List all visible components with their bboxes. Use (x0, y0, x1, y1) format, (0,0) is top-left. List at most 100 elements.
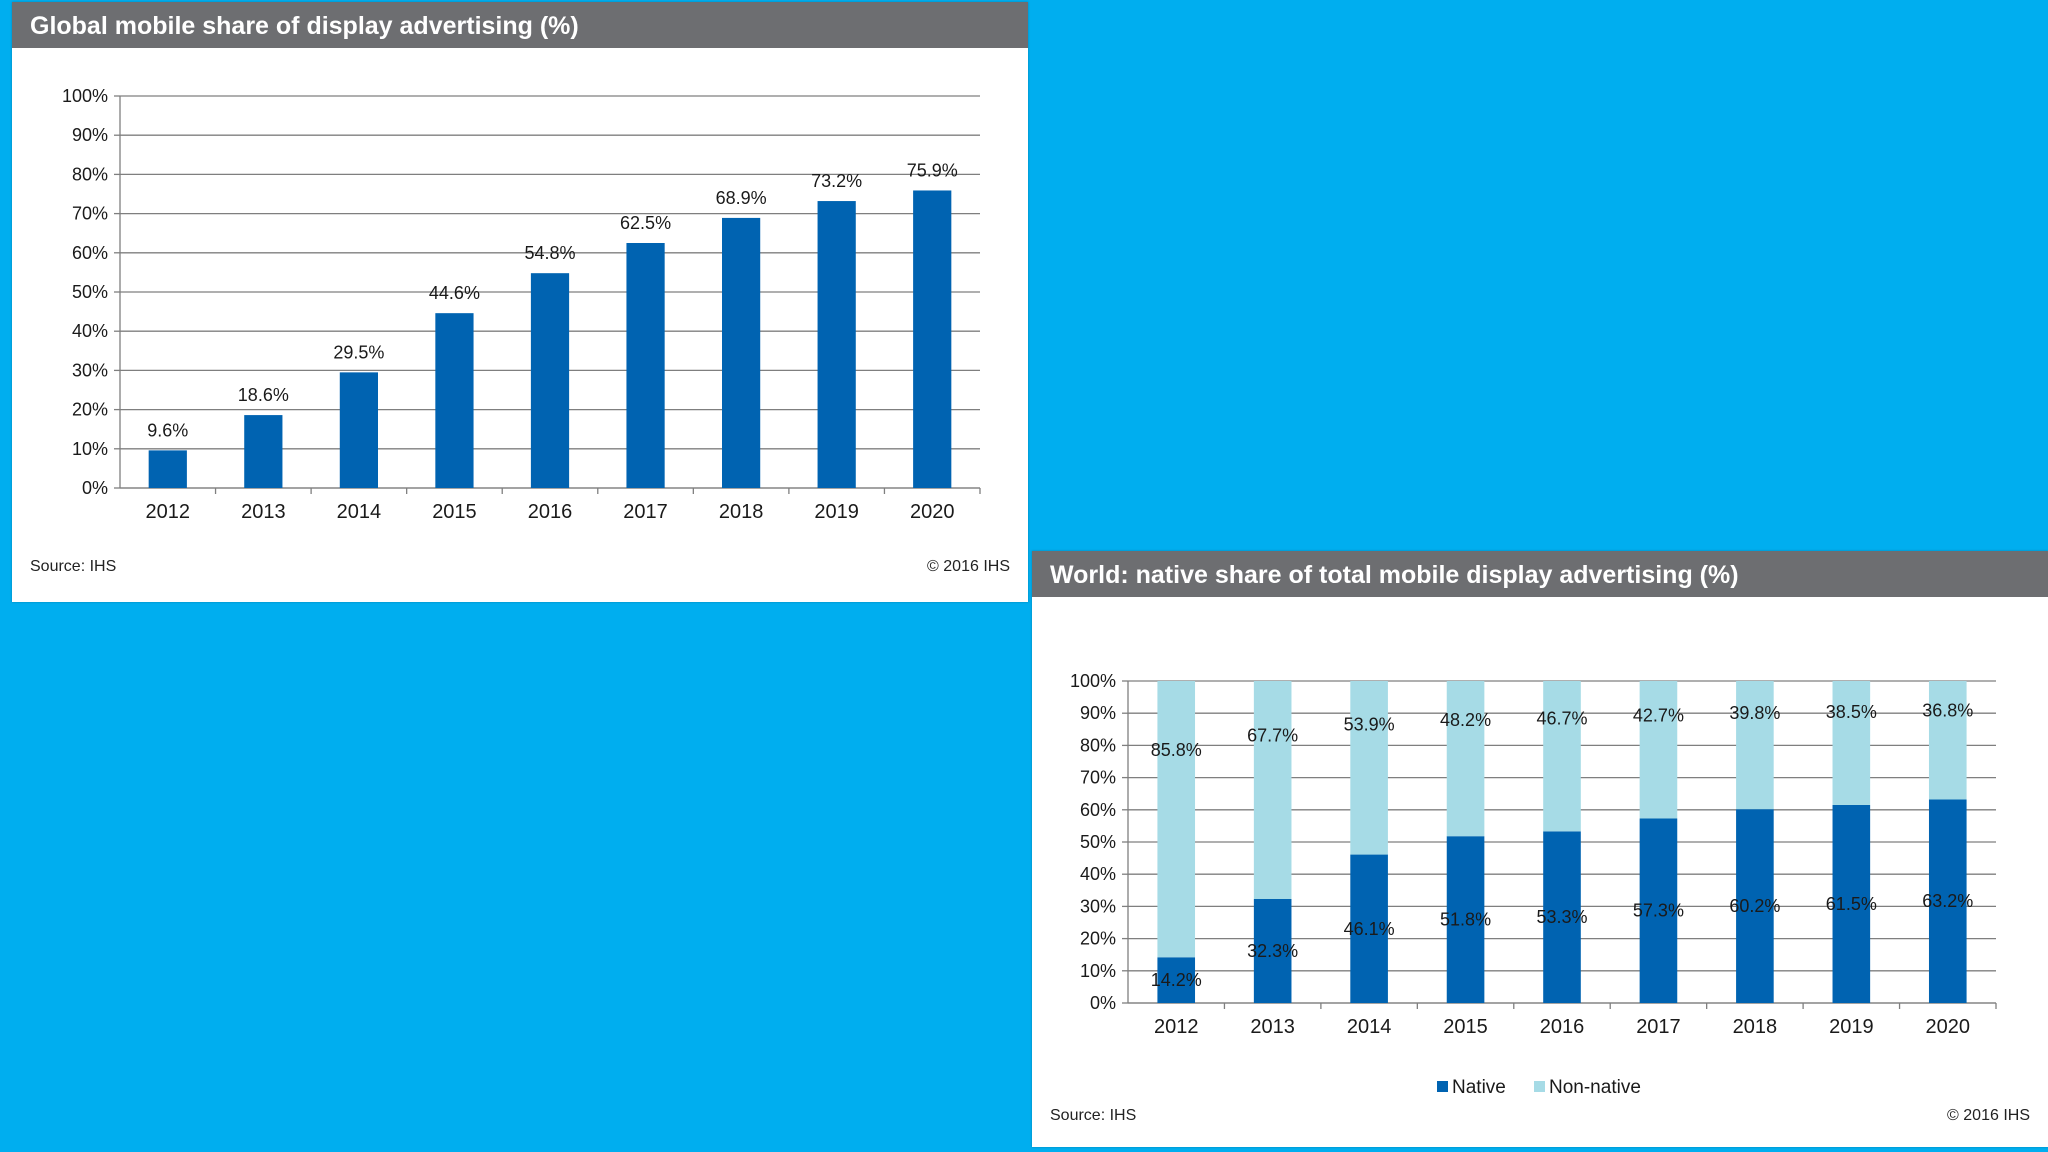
x-tick-label: 2018 (719, 501, 764, 523)
bar-native (1928, 799, 1967, 1003)
chart-panel-mobile-share: Global mobile share of display advertisi… (12, 2, 1028, 602)
data-label-nonnative: 38.5% (1826, 702, 1877, 722)
bar-native (1157, 957, 1196, 1003)
bar (722, 217, 761, 489)
stacked-bar-chart-native-share: 0% 10% 20% 30% 40% 50% 60% 70% 80% 90% 100% 14.2% 85… (1070, 671, 1997, 1098)
x-tick-label: 2012 (146, 501, 191, 523)
y-tick-label: 70% (1080, 768, 1116, 788)
bar (913, 190, 952, 489)
bar (244, 415, 283, 488)
chart-title: Global mobile share of display advertisi… (30, 12, 579, 40)
data-label-native: 53.3% (1536, 907, 1587, 927)
x-tick-label: 2020 (910, 501, 955, 523)
data-label-nonnative: 48.2% (1440, 710, 1491, 730)
copyright-note: © 2016 IHS (1947, 1107, 2030, 1124)
y-tick-label: 90% (1080, 703, 1116, 723)
x-tick-label: 2020 (1926, 1016, 1971, 1038)
bar (530, 273, 570, 488)
bar-nonnative (1446, 681, 1485, 837)
chart-title: World: native share of total mobile disp… (1050, 561, 1739, 589)
data-label-nonnative: 46.7% (1536, 709, 1587, 729)
chart-title-bar: World: native share of total mobile disp… (1032, 551, 2048, 597)
data-label-native: 14.2% (1151, 970, 1202, 990)
data-label-native: 61.5% (1826, 894, 1877, 914)
x-tick-label: 2017 (623, 501, 668, 523)
data-label-native: 32.3% (1247, 941, 1298, 961)
bar (148, 450, 187, 488)
data-label: 54.8% (524, 243, 575, 263)
bar-native (1543, 831, 1581, 1003)
y-tick-label: 30% (72, 360, 108, 380)
data-label: 29.5% (333, 342, 384, 362)
y-tick-label: 70% (72, 204, 108, 224)
y-tick-label: 40% (72, 321, 108, 341)
x-tick-label: 2015 (1443, 1016, 1488, 1038)
x-tick-label: 2019 (814, 501, 859, 523)
x-tick-label: 2013 (1250, 1016, 1295, 1038)
x-tick-label: 2012 (1154, 1016, 1199, 1038)
x-tick-label: 2015 (432, 501, 477, 523)
bar-nonnative (1157, 681, 1196, 958)
bar-nonnative (1736, 681, 1774, 810)
y-tick-label: 0% (82, 478, 108, 498)
data-label: 75.9% (907, 160, 958, 180)
data-label-native: 60.2% (1729, 896, 1780, 916)
bar-native (1446, 836, 1485, 1003)
y-tick-label: 60% (1080, 800, 1116, 820)
data-label-nonnative: 53.9% (1344, 714, 1395, 734)
y-tick-label: 60% (72, 243, 108, 263)
data-label: 44.6% (429, 283, 480, 303)
data-label-native: 51.8% (1440, 910, 1491, 930)
y-tick-label: 80% (72, 164, 108, 184)
bar-nonnative (1639, 681, 1678, 819)
legend-label-nonnative: Non-native (1549, 1077, 1641, 1098)
bar (339, 372, 378, 488)
data-label: 73.2% (811, 171, 862, 191)
bar-chart-mobile-share: 0% 10% 20% 30% 40% 50% 60% 70% 80% 90% 100% 9.6% 201… (62, 86, 981, 523)
data-label-nonnative: 39.8% (1729, 703, 1780, 723)
data-label-nonnative: 85.8% (1151, 740, 1202, 760)
bar-native (1639, 818, 1678, 1003)
x-tick-label: 2014 (1347, 1016, 1392, 1038)
x-tick-label: 2018 (1733, 1016, 1778, 1038)
data-label: 18.6% (238, 385, 289, 405)
y-tick-label: 100% (1070, 671, 1116, 691)
y-tick-label: 30% (1080, 896, 1116, 916)
bar-native (1253, 898, 1292, 1003)
x-tick-label: 2013 (241, 501, 286, 523)
data-label-native: 46.1% (1344, 919, 1395, 939)
y-tick-label: 90% (72, 125, 108, 145)
bar (626, 243, 665, 488)
data-label: 9.6% (147, 420, 188, 440)
y-tick-label: 80% (1080, 735, 1116, 755)
copyright-note: © 2016 IHS (927, 558, 1010, 575)
bar-native (1832, 804, 1871, 1003)
bar-nonnative (1350, 681, 1388, 855)
data-label-nonnative: 42.7% (1633, 705, 1684, 725)
y-tick-label: 0% (1090, 993, 1116, 1013)
x-tick-label: 2014 (337, 501, 382, 523)
chart-panel-native-share: World: native share of total mobile disp… (1032, 551, 2048, 1147)
data-label-native: 63.2% (1922, 891, 1973, 911)
x-tick-label: 2019 (1829, 1016, 1874, 1038)
y-tick-label: 20% (72, 400, 108, 420)
data-label: 68.9% (716, 188, 767, 208)
chart-title-bar: Global mobile share of display advertisi… (12, 2, 1028, 48)
x-tick-label: 2016 (528, 501, 573, 523)
source-note: Source: IHS (1050, 1107, 1137, 1124)
y-tick-label: 50% (1080, 832, 1116, 852)
data-label-nonnative: 67.7% (1247, 725, 1298, 745)
y-tick-label: 50% (72, 282, 108, 302)
data-label-native: 57.3% (1633, 901, 1684, 921)
data-label-nonnative: 36.8% (1922, 701, 1973, 721)
y-tick-label: 40% (1080, 864, 1116, 884)
bar-nonnative (1543, 681, 1581, 832)
bar (817, 201, 856, 488)
legend-swatch-native (1437, 1081, 1448, 1092)
y-tick-label: 10% (72, 439, 108, 459)
bar-native (1350, 854, 1388, 1003)
y-tick-label: 100% (62, 86, 108, 106)
bar (435, 313, 474, 488)
x-tick-label: 2016 (1540, 1016, 1585, 1038)
legend-swatch-nonnative (1534, 1081, 1545, 1092)
